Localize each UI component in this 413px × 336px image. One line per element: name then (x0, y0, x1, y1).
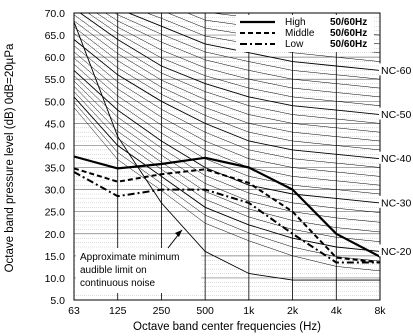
nc-label-bg (379, 63, 413, 76)
x-tick-label: 8k (374, 305, 386, 317)
nc-curve-intermediate (114, 13, 380, 80)
nc-curve-intermediate (96, 13, 380, 98)
nc-curve-nc-20 (74, 96, 380, 252)
nc-label: NC-50 (381, 109, 412, 121)
annotation-line-3: continuous noise (80, 278, 155, 289)
x-tick-label: 2k (287, 305, 299, 317)
legend-hz-high: 50/60Hz (330, 17, 367, 28)
nc-label-bg (379, 107, 413, 120)
annotation: Approximate minimum audible limit on con… (76, 229, 201, 293)
y-axis-label: Octave band pressure level (dB) 0dB=20µP… (4, 43, 16, 272)
nc-label-bg (379, 151, 413, 164)
y-tick-label: 50.0 (45, 96, 66, 108)
legend-label-low: Low (285, 39, 304, 50)
y-tick-label: 10.0 (45, 273, 66, 285)
legend: High Middle Low 50/60Hz 50/60Hz 50/60Hz (236, 15, 374, 52)
nc-curve-intermediate (74, 14, 380, 124)
annotation-box (76, 248, 201, 293)
nc-curve-intermediate (74, 107, 380, 272)
y-tick-label: 65.0 (45, 30, 66, 42)
nc-curve-intermediate (74, 45, 380, 168)
nc-label: NC-40 (381, 153, 412, 165)
nc-curve-intermediate (74, 80, 380, 223)
y-tick-label: 15.0 (45, 251, 66, 263)
x-tick-label: 4k (331, 305, 343, 317)
nc-curve-intermediate (74, 20, 380, 133)
threshold-line (74, 21, 380, 281)
nc-labels: NC-20 NC-30 NC-40 NC-50 NC-60 (379, 63, 413, 258)
series-line-middle (73, 167, 381, 264)
y-tick-label: 20.0 (45, 229, 66, 241)
nc-curve-intermediate (74, 26, 380, 142)
threshold-curve (74, 21, 380, 281)
y-tick-label: 45.0 (45, 118, 66, 130)
y-tick-label: 5.0 (50, 295, 65, 307)
y-tick-label: 70.0 (45, 8, 66, 20)
nc-label: NC-60 (381, 65, 412, 77)
nc-curve-intermediate (104, 13, 380, 89)
nc-curve-nc-40 (74, 39, 380, 160)
y-tick-label: 35.0 (45, 163, 66, 175)
y-tick-labels: 5.0 10.0 15.0 20.0 25.0 30.0 35.0 40.0 45.0 50.0 5… (45, 8, 66, 307)
nc-curve-intermediate (74, 57, 380, 186)
nc-curve-intermediate (74, 64, 380, 195)
nc-label: NC-20 (381, 246, 412, 258)
nc-curve-nc-50 (79, 13, 380, 116)
x-tick-label: 125 (109, 305, 127, 317)
x-tick-label: 63 (68, 305, 80, 317)
nc-label: NC-30 (381, 197, 412, 209)
nc-curve-intermediate (74, 86, 380, 233)
y-tick-label: 25.0 (45, 207, 66, 219)
legend-hz-low: 50/60Hz (330, 39, 367, 50)
series-line-low (73, 171, 380, 264)
x-tick-label: 250 (153, 305, 171, 317)
legend-label-high: High (285, 17, 306, 28)
x-axis-label: Octave band center frequencies (Hz) (133, 321, 321, 333)
series-lines (73, 155, 381, 264)
nc-curve-intermediate (74, 33, 380, 151)
series-line-high (73, 155, 381, 258)
annotation-line-1: Approximate minimum (80, 252, 179, 263)
annotation-arrowhead (175, 230, 182, 237)
nc-curve-intermediate (74, 51, 380, 177)
nc-curve-intermediate (74, 91, 380, 242)
annotation-line-2: audible limit on (80, 265, 147, 276)
nc-curve-intermediate (87, 13, 380, 106)
y-tick-label: 60.0 (45, 52, 66, 64)
x-tick-label: 500 (196, 305, 214, 317)
y-tick-label: 55.0 (45, 74, 66, 86)
x-tick-label: 1k (243, 305, 255, 317)
y-tick-label: 40.0 (45, 140, 66, 152)
nc-curve-intermediate (74, 75, 380, 213)
nc-label-bg (379, 195, 413, 208)
nc-curves (74, 13, 380, 272)
nc-label-bg (379, 244, 413, 257)
nc-curve-intermediate (146, 13, 380, 62)
y-tick-label: 30.0 (45, 185, 66, 197)
nc-curve-intermediate (74, 102, 380, 262)
legend-hz-middle: 50/60Hz (330, 28, 367, 39)
nc-curve-nc-60 (127, 13, 380, 71)
legend-label-middle: Middle (285, 28, 315, 39)
x-tick-labels: 63 125 250 500 1k 2k 4k 8k (68, 305, 386, 317)
